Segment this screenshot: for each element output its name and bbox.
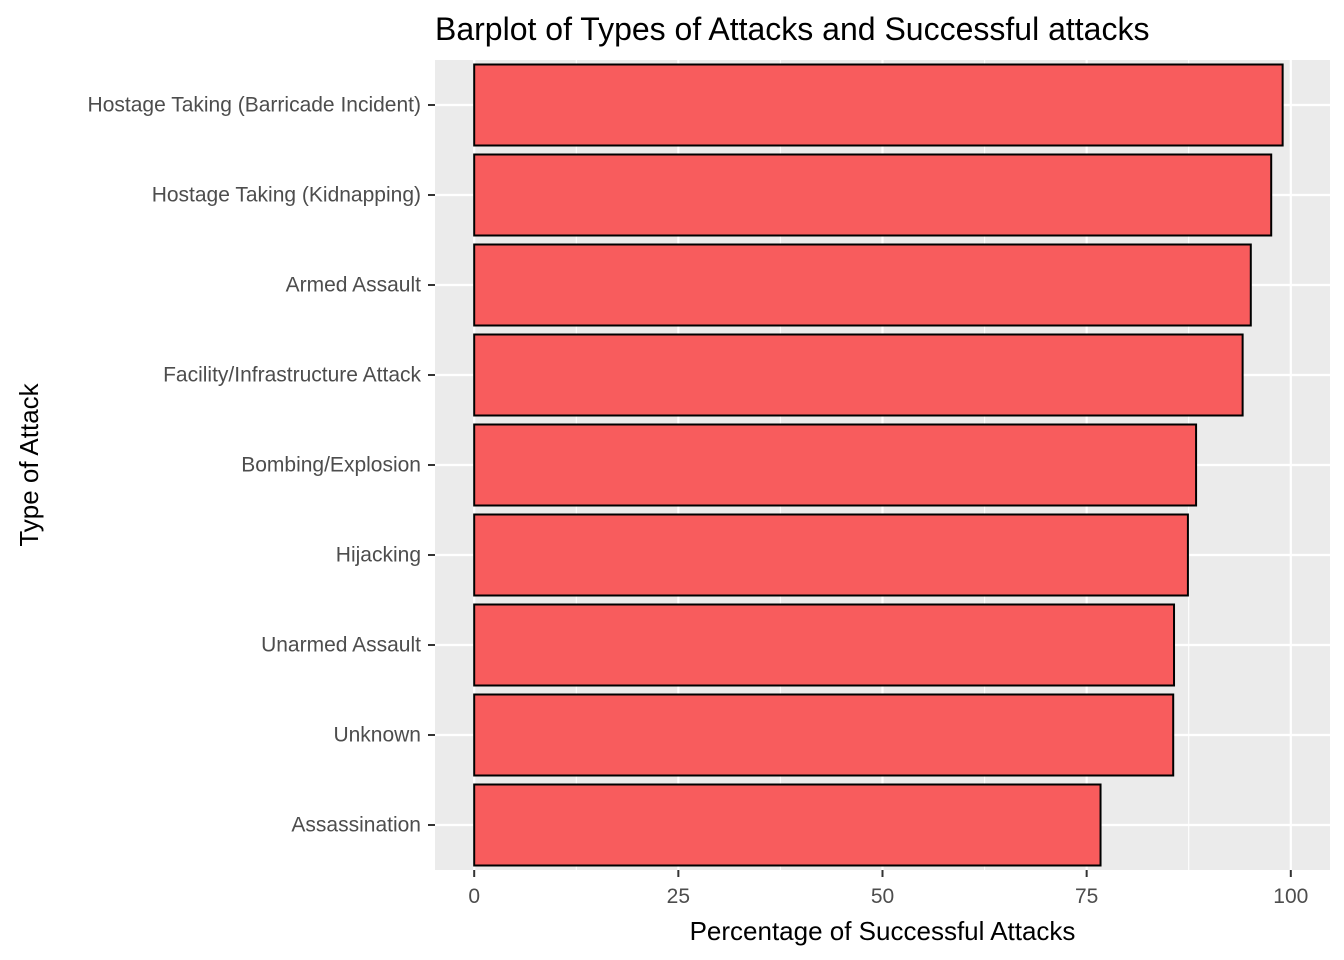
y-tick-label: Hostage Taking (Barricade Incident)	[88, 94, 421, 117]
x-tick-label: 50	[871, 885, 894, 908]
bar	[473, 603, 1176, 687]
bar	[473, 423, 1198, 507]
x-axis: 0 25 50 75 100	[468, 870, 1308, 908]
y-axis-title: Type of Attack	[14, 382, 44, 546]
y-tick-label: Bombing/Explosion	[241, 454, 421, 477]
bar	[473, 513, 1189, 597]
x-tick-label: 75	[1075, 885, 1098, 908]
y-tick-label: Unknown	[333, 724, 421, 747]
bar	[473, 243, 1252, 327]
bar	[473, 333, 1244, 417]
y-tick-label: Facility/Infrastructure Attack	[163, 364, 421, 387]
bar	[473, 693, 1175, 777]
y-tick-label: Hostage Taking (Kidnapping)	[152, 184, 421, 207]
bar	[473, 63, 1284, 147]
x-tick-label: 25	[667, 885, 690, 908]
bar	[473, 783, 1102, 867]
x-tick-label: 0	[468, 885, 480, 908]
y-tick-label: Armed Assault	[286, 274, 422, 297]
y-tick-label: Hijacking	[336, 544, 421, 567]
chart-title: Barplot of Types of Attacks and Successf…	[435, 11, 1149, 47]
x-axis-title: Percentage of Successful Attacks	[690, 916, 1076, 946]
bar	[473, 153, 1273, 237]
bars	[473, 63, 1284, 867]
y-axis: Hostage Taking (Barricade Incident) Hosta…	[88, 94, 435, 837]
y-tick-label: Assassination	[291, 814, 421, 837]
y-tick-label: Unarmed Assault	[261, 634, 421, 657]
x-tick-label: 100	[1273, 885, 1308, 908]
